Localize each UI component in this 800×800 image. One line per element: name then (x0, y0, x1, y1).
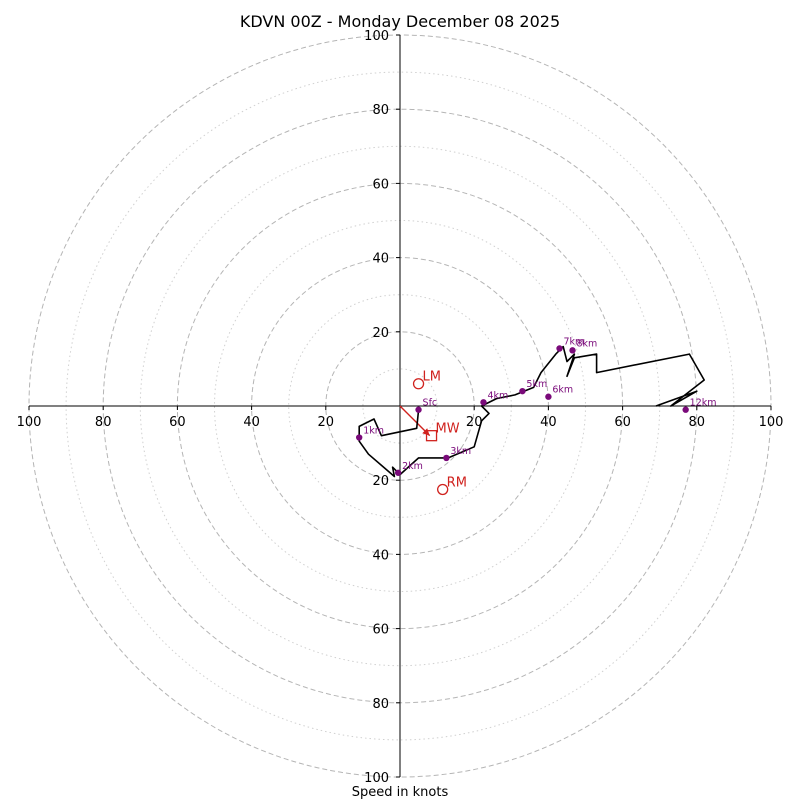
height-marker-5km (519, 387, 526, 395)
height-label: Sfc (423, 398, 438, 409)
height-marker-12km (682, 406, 689, 413)
height-marker-6km (545, 393, 552, 400)
chart-title: KDVN 00Z - Monday December 08 2025 (240, 12, 560, 31)
height-label: 5km (526, 379, 547, 390)
height-marker-2km (394, 469, 402, 476)
x-axis-label: Speed in knots (352, 785, 449, 800)
height-marker-4km (480, 399, 487, 406)
y-tick-label: 60 (372, 623, 389, 638)
height-label: 8km (577, 338, 598, 349)
storm-motion-markers: LM MW RM (412, 370, 467, 496)
x-tick-label: 60 (169, 415, 186, 430)
y-tick-label: 100 (364, 771, 389, 786)
y-tick-label: 20 (372, 326, 389, 341)
y-tick-label: 20 (372, 474, 389, 489)
height-label: 6km (552, 385, 573, 396)
height-marker-7km (556, 345, 563, 352)
motion-label: RM (447, 475, 467, 490)
height-label: 2km (402, 461, 423, 472)
y-tick-label: 40 (372, 252, 389, 267)
height-marker-1km (355, 434, 363, 441)
x-tick-label: 20 (318, 415, 335, 430)
hodograph-trace-layer (358, 345, 706, 478)
height-marker-8km (569, 347, 576, 354)
motion-label: MW (436, 422, 460, 437)
motion-label: LM (423, 370, 441, 385)
x-tick-label: 40 (540, 415, 557, 430)
y-tick-label: 80 (372, 103, 389, 118)
height-marker-sfc (415, 406, 422, 413)
y-tick-label: 40 (372, 548, 389, 563)
height-label: 1km (363, 426, 384, 437)
motion-marker-rm (437, 483, 449, 496)
x-tick-label: 100 (759, 415, 784, 430)
height-label: 3km (450, 446, 471, 457)
y-tick-label: 60 (372, 177, 389, 192)
height-label: 12km (690, 398, 717, 409)
motion-marker-lm (412, 378, 425, 390)
y-tick-label: 80 (372, 697, 389, 712)
x-tick-label: 60 (614, 415, 631, 430)
x-tick-label: 20 (466, 415, 483, 430)
x-tick-label: 80 (689, 415, 706, 430)
y-tick-label: 100 (364, 29, 389, 44)
x-tick-label: 40 (243, 415, 260, 430)
height-marker-3km (443, 454, 450, 462)
x-tick-label: 80 (95, 415, 112, 430)
height-label: 7km (564, 336, 585, 347)
hodograph-trace (358, 345, 706, 478)
motion-marker-mw (425, 430, 438, 442)
tick-labels: 100 80 60 40 20 20 40 60 80 100 100 80 60 40 20 20 40 60 8… (17, 29, 784, 786)
height-label: 4km (487, 390, 508, 401)
x-tick-label: 100 (17, 415, 42, 430)
